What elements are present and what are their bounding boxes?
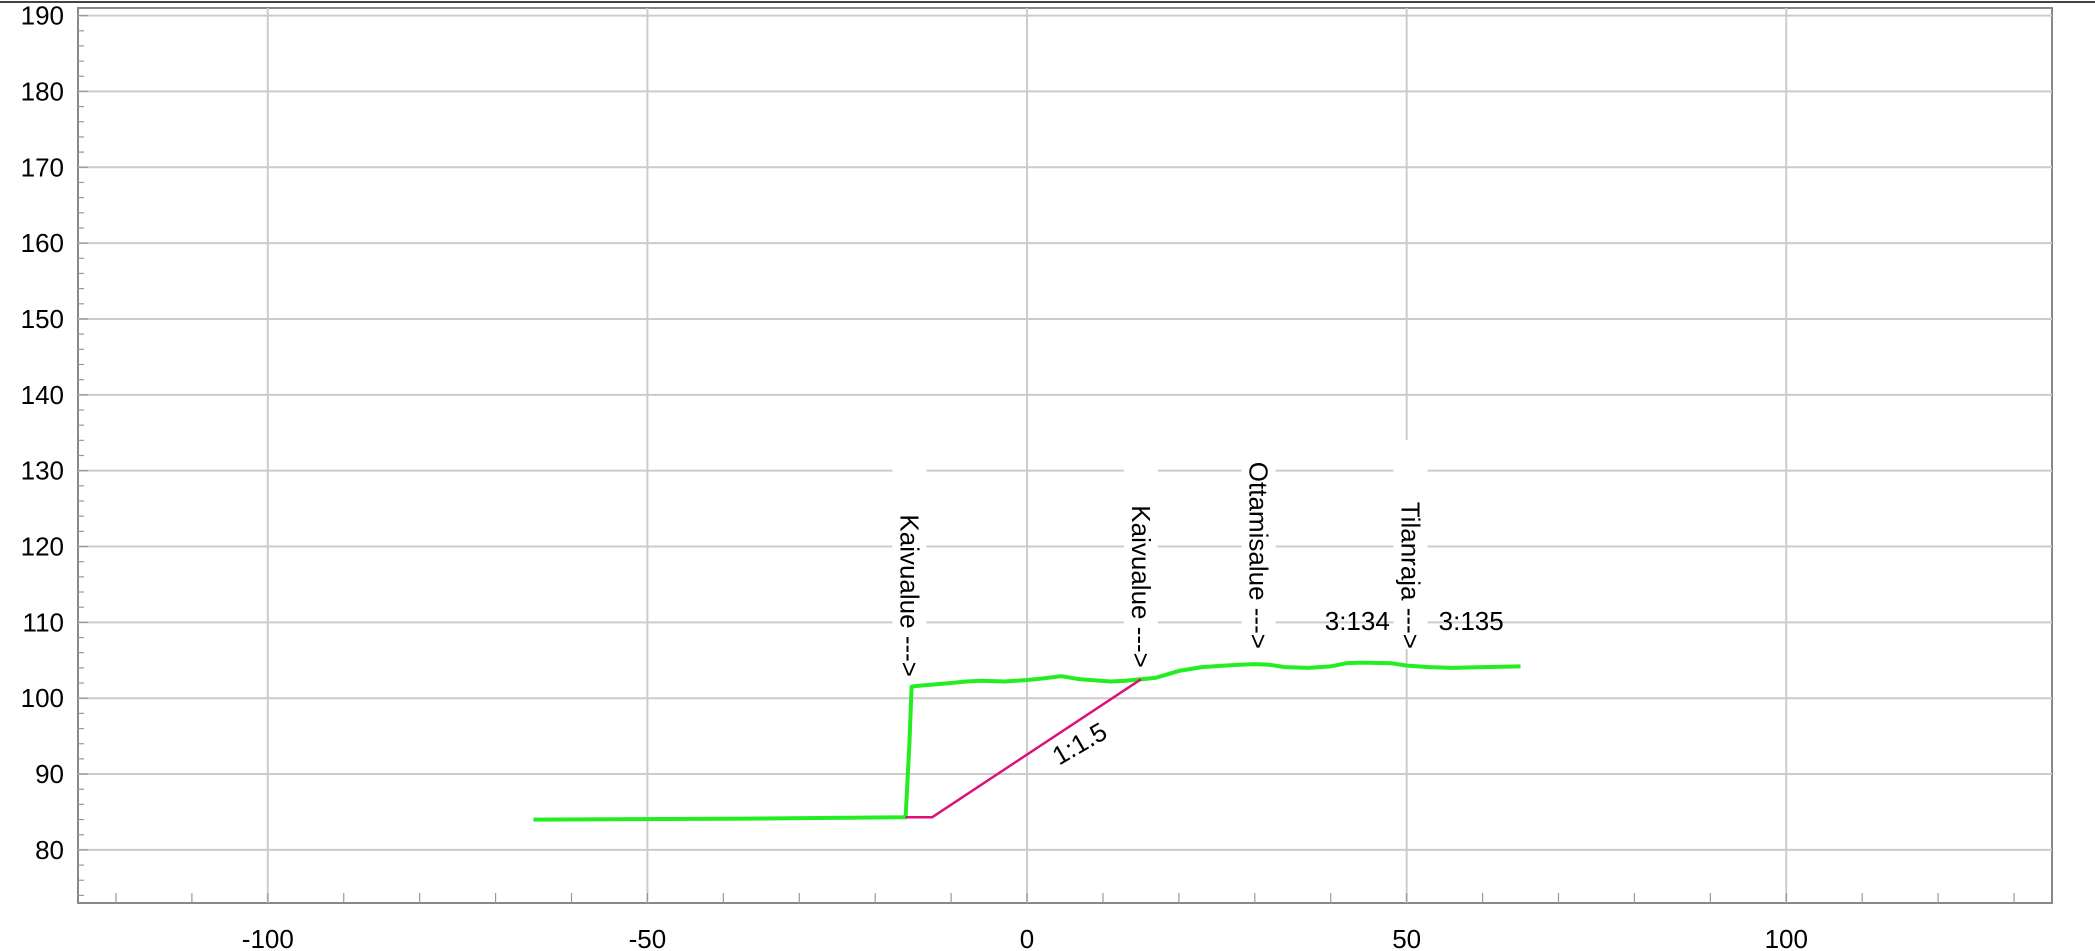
slope-line bbox=[905, 678, 1142, 819]
plot-frame bbox=[77, 7, 2053, 904]
annotation-label: Kaivualue ---> bbox=[1126, 505, 1156, 668]
parcel-label: 3:135 bbox=[1439, 606, 1504, 636]
y-tick-label: 190 bbox=[21, 1, 64, 31]
annotation-bg bbox=[1241, 410, 1276, 649]
y-tick-label: 160 bbox=[21, 228, 64, 258]
annotation-layer: Kaivualue ---> Kaivualue ---> Ottamisalue … bbox=[892, 410, 1504, 771]
x-tick-label: -50 bbox=[629, 924, 667, 951]
x-tick-label: -100 bbox=[242, 924, 294, 951]
x-tick-label: 100 bbox=[1765, 924, 1808, 951]
series-layer bbox=[533, 660, 1521, 822]
x-tick-label: 0 bbox=[1020, 924, 1034, 951]
annotation-label: Tilanraja ---> bbox=[1395, 502, 1425, 649]
annotation-bg bbox=[1393, 439, 1428, 649]
annotation-label: Ottamisalue ---> bbox=[1244, 462, 1274, 649]
tick-layer: 80 90 100 110 120 130 140 150 160 170 180 190 -100 -5… bbox=[21, 1, 2015, 951]
y-tick-label: 90 bbox=[35, 759, 64, 789]
x-tick-label: 50 bbox=[1392, 924, 1421, 951]
ground-profile-line bbox=[533, 660, 1521, 822]
parcel-label: 3:134 bbox=[1325, 606, 1390, 636]
y-tick-label: 180 bbox=[21, 76, 64, 106]
y-tick-label: 120 bbox=[21, 532, 64, 562]
y-tick-label: 80 bbox=[35, 835, 64, 865]
grid-layer bbox=[0, 1, 2095, 904]
y-tick-label: 150 bbox=[21, 304, 64, 334]
y-tick-label: 110 bbox=[23, 607, 64, 637]
annotation-label: Kaivualue ---> bbox=[894, 514, 924, 677]
y-tick-label: 130 bbox=[21, 456, 64, 486]
annotation-bg bbox=[892, 467, 927, 677]
y-tick-label: 140 bbox=[21, 380, 64, 410]
annotation-bg bbox=[1123, 458, 1158, 668]
y-tick-label: 100 bbox=[21, 683, 64, 713]
y-tick-label: 170 bbox=[21, 152, 64, 182]
